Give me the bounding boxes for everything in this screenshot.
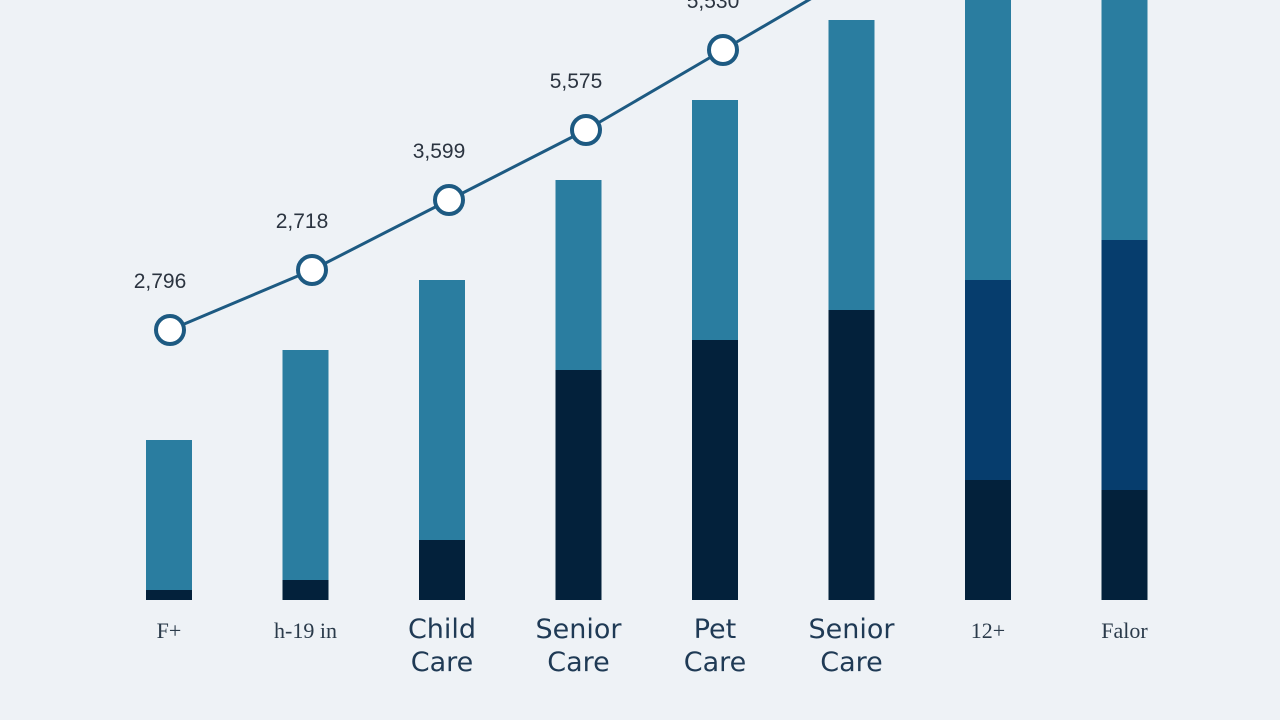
x-tick-label: Falor (1101, 618, 1148, 643)
x-tick-label: Pet Care (684, 614, 747, 678)
bar-segment-3-0 (555, 370, 602, 600)
x-tick-label: h-19 in (274, 618, 337, 643)
line-point-2 (433, 184, 465, 216)
bar-segment-5-2 (828, 20, 875, 310)
trend-line (169, 0, 812, 332)
bar-segment-7-1 (1101, 240, 1148, 490)
x-tick-label: Senior Care (536, 614, 623, 678)
x-tick-label: F+ (157, 618, 182, 643)
line-point-3 (570, 114, 602, 146)
bar-segment-6-0 (965, 480, 1011, 600)
bar-segment-1-2 (282, 350, 329, 580)
bar-segment-1-0 (282, 580, 329, 600)
bar-segment-5-0 (828, 310, 875, 600)
bar-segment-6-1 (965, 280, 1011, 480)
bar-segment-6-2 (965, 0, 1011, 280)
bar-segment-4-0 (692, 340, 738, 600)
bar-segment-0-0 (146, 590, 192, 600)
bar-segment-2-2 (419, 280, 465, 540)
x-tick-label: Senior Care (809, 614, 896, 678)
bar-segment-7-2 (1101, 0, 1148, 240)
bar-segment-4-2 (692, 100, 738, 340)
line-data-label-0: 2,796 (134, 270, 187, 293)
line-data-label-2: 3,599 (413, 140, 466, 163)
bar-segment-0-2 (146, 440, 192, 590)
bar-segment-7-0 (1101, 490, 1148, 600)
line-data-label-4: 5,530 (687, 0, 740, 13)
x-tick-label: Child Care (408, 614, 476, 678)
x-tick-label: 12+ (971, 618, 1005, 643)
line-point-0 (154, 314, 186, 346)
line-data-label-1: 2,718 (276, 210, 329, 233)
line-data-label-3: 5,575 (550, 70, 603, 93)
bar-segment-2-0 (419, 540, 465, 600)
line-point-4 (707, 34, 739, 66)
bar-segment-3-2 (555, 180, 602, 370)
line-point-1 (296, 254, 328, 286)
